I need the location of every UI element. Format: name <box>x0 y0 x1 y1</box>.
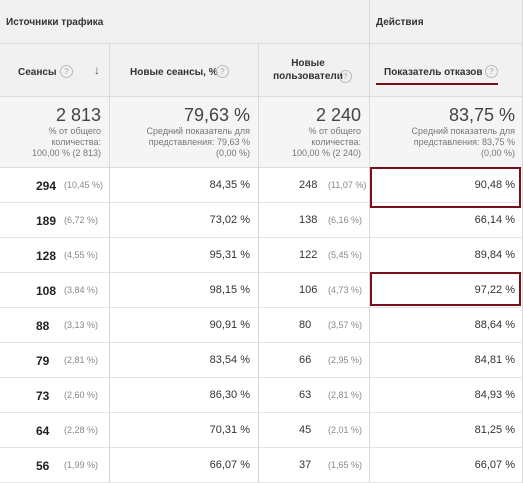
summary-bounce-rate-value: 83,75 % <box>448 105 515 125</box>
table-row[interactable]: 128 (4,55 %) 95,31 % 122 (5,45 %) 89,84 … <box>0 238 523 273</box>
new-users-value: 66 <box>299 354 312 366</box>
table-row[interactable]: 294 (10,45 %) 84,35 % 248 (11,07 %) 90,4… <box>0 168 523 203</box>
sessions-value: 56 <box>36 459 50 473</box>
summary-new-users-value: 2 240 <box>315 105 361 125</box>
sessions-percent: (3,13 %) <box>64 320 99 330</box>
bounce-rate-value: 84,81 % <box>474 354 515 366</box>
column-header-bounce-rate-label: Показатель отказов <box>384 67 483 78</box>
summary-new-sessions-value: 79,63 % <box>183 105 250 125</box>
new-users-value: 106 <box>299 284 318 296</box>
bounce-rate-value: 66,07 % <box>474 459 515 471</box>
new-users-value: 122 <box>299 249 318 261</box>
sessions-value: 108 <box>36 284 57 298</box>
question-mark-icon[interactable]: ? <box>60 65 73 78</box>
question-mark-icon[interactable]: ? <box>216 65 229 78</box>
new-users-percent: (1,65 %) <box>328 460 363 470</box>
sessions-value: 64 <box>36 424 50 438</box>
sessions-percent: (10,45 %) <box>64 180 104 190</box>
new-users-value: 138 <box>299 214 318 226</box>
new-users-percent: (11,07 %) <box>328 180 367 190</box>
new-users-value: 37 <box>299 459 312 471</box>
table-row[interactable]: 88 (3,13 %) 90,91 % 80 (3,57 %) 88,64 % <box>0 308 523 343</box>
new-users-value: 248 <box>299 179 318 191</box>
bounce-rate-value: 66,14 % <box>474 214 515 226</box>
table-row[interactable]: 73 (2,60 %) 86,30 % 63 (2,81 %) 84,93 % <box>0 378 523 413</box>
new-sessions-value: 86,30 % <box>209 389 250 401</box>
bounce-rate-value: 81,25 % <box>474 424 515 436</box>
column-divider <box>109 44 110 482</box>
table-row[interactable]: 79 (2,81 %) 83,54 % 66 (2,95 %) 84,81 % <box>0 343 523 378</box>
bounce-rate-value: 90,48 % <box>474 179 515 191</box>
column-header-sessions[interactable]: Сеансы ? ↓ <box>0 44 109 97</box>
sessions-percent: (4,55 %) <box>64 250 99 260</box>
summary-new-sessions: 79,63 % Средний показатель для представл… <box>110 97 258 167</box>
sessions-percent: (1,99 %) <box>64 460 99 470</box>
sessions-percent: (2,28 %) <box>64 425 99 435</box>
question-mark-icon[interactable]: ? <box>339 70 352 83</box>
summary-bounce-rate: 83,75 % Средний показатель для представл… <box>370 97 523 167</box>
column-header-new-sessions-label: Новые сеансы, % <box>130 67 218 78</box>
sessions-percent: (3,84 %) <box>64 285 99 295</box>
column-divider <box>369 0 370 482</box>
group-traffic-sources-label: Источники трафика <box>6 17 104 28</box>
sessions-value: 73 <box>36 389 50 403</box>
new-users-value: 63 <box>299 389 312 401</box>
bounce-rate-value: 97,22 % <box>474 284 515 296</box>
group-header-row: Источники трафика Действия <box>0 0 523 44</box>
arrow-down-icon[interactable]: ↓ <box>94 63 100 77</box>
sessions-value: 128 <box>36 249 57 263</box>
summary-sessions-value: 2 813 <box>55 105 101 125</box>
sessions-value: 189 <box>36 214 57 228</box>
new-users-percent: (2,81 %) <box>328 390 363 400</box>
highlight-box <box>370 272 521 306</box>
new-sessions-value: 83,54 % <box>209 354 250 366</box>
summary-sessions: 2 813 % от общего количества: 100,00 % (… <box>0 97 109 167</box>
highlight-underline <box>376 83 498 85</box>
group-actions-label: Действия <box>376 17 424 28</box>
column-header-new-sessions[interactable]: Новые сеансы, % ? <box>110 44 258 97</box>
summary-new-users: 2 240 % от общего количества: 100,00 % (… <box>259 97 369 167</box>
new-sessions-value: 73,02 % <box>209 214 250 226</box>
new-users-percent: (6,16 %) <box>328 215 363 225</box>
sessions-percent: (2,60 %) <box>64 390 99 400</box>
sessions-value: 294 <box>36 179 57 193</box>
summary-sessions-note: % от общего количества: 100,00 % (2 813) <box>31 126 101 158</box>
summary-new-users-note: % от общего количества: 100,00 % (2 240) <box>291 126 361 158</box>
question-mark-icon[interactable]: ? <box>485 65 498 78</box>
new-users-percent: (2,95 %) <box>328 355 363 365</box>
new-sessions-value: 98,15 % <box>209 284 250 296</box>
new-users-percent: (2,01 %) <box>328 425 363 435</box>
table-row[interactable]: 189 (6,72 %) 73,02 % 138 (6,16 %) 66,14 … <box>0 203 523 238</box>
new-users-value: 45 <box>299 424 312 436</box>
sessions-value: 88 <box>36 319 50 333</box>
column-header-sessions-label: Сеансы <box>18 67 57 78</box>
bounce-rate-value: 89,84 % <box>474 249 515 261</box>
new-users-percent: (5,45 %) <box>328 250 363 260</box>
sessions-value: 79 <box>36 354 50 368</box>
bounce-rate-value: 88,64 % <box>474 319 515 331</box>
summary-bounce-rate-note: Средний показатель для представления: 83… <box>411 126 516 158</box>
table-row[interactable]: 108 (3,84 %) 98,15 % 106 (4,73 %) 97,22 … <box>0 273 523 308</box>
bounce-rate-value: 84,93 % <box>474 389 515 401</box>
table-row[interactable]: 56 (1,99 %) 66,07 % 37 (1,65 %) 66,07 % <box>0 448 523 483</box>
highlight-box <box>370 167 521 208</box>
new-users-percent: (3,57 %) <box>328 320 363 330</box>
sessions-percent: (2,81 %) <box>64 355 99 365</box>
new-sessions-value: 66,07 % <box>209 459 250 471</box>
summary-row: 2 813 % от общего количества: 100,00 % (… <box>0 97 523 168</box>
column-header-new-users[interactable]: Новые пользователи ? <box>259 44 369 97</box>
new-sessions-value: 95,31 % <box>209 249 250 261</box>
table-row[interactable]: 64 (2,28 %) 70,31 % 45 (2,01 %) 81,25 % <box>0 413 523 448</box>
sessions-percent: (6,72 %) <box>64 215 99 225</box>
new-sessions-value: 90,91 % <box>209 319 250 331</box>
summary-new-sessions-note: Средний показатель для представления: 79… <box>146 126 251 158</box>
new-users-percent: (4,73 %) <box>328 285 363 295</box>
column-header-bounce-rate[interactable]: Показатель отказов ? <box>370 44 523 97</box>
new-sessions-value: 84,35 % <box>209 179 250 191</box>
column-header-new-users-label: Новые пользователи <box>273 58 343 82</box>
new-users-value: 80 <box>299 319 312 331</box>
new-sessions-value: 70,31 % <box>209 424 250 436</box>
column-divider <box>258 44 259 482</box>
